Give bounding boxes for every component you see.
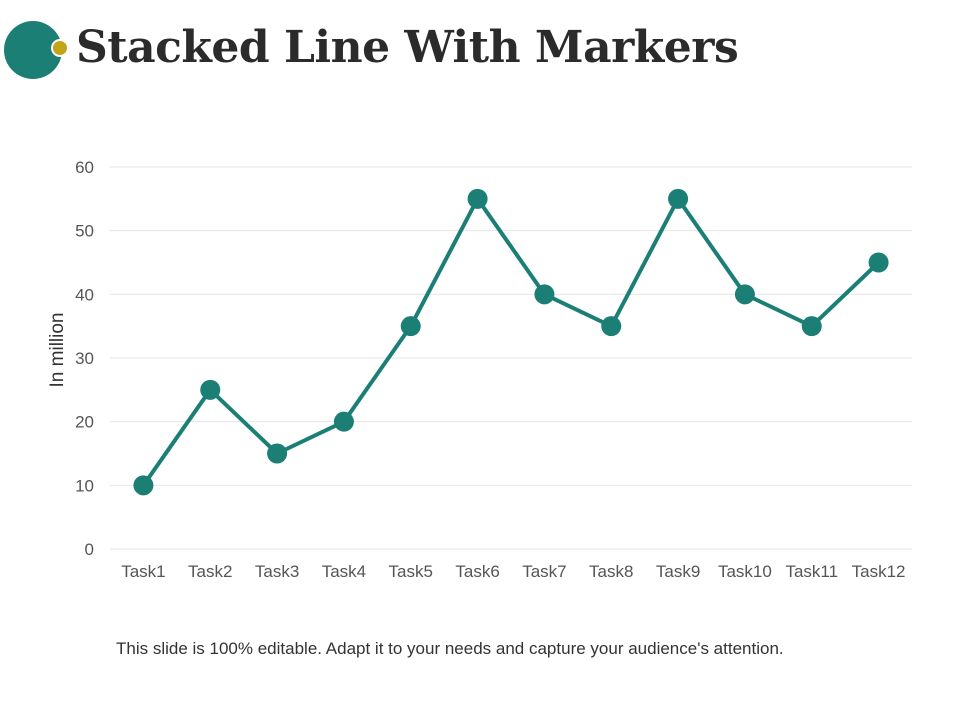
x-tick-label: Task9 [656,562,700,581]
chart-series [133,188,889,496]
x-axis-ticks: Task1 Task2 Task3 Task4 Task5 Task6 Task7 Task8… [121,562,905,581]
y-axis-ticks: 0 10 20 30 40 50 60 [75,158,94,559]
data-point-marker [467,188,488,209]
y-axis-label: In million [47,313,68,388]
series-line [141,196,880,487]
x-tick-label: Task6 [455,562,499,581]
x-tick-label: Task10 [718,562,772,581]
x-tick-label: Task7 [522,562,566,581]
x-tick-label: Task1 [121,562,165,581]
x-tick-label: Task11 [785,562,838,581]
data-point-marker [267,443,288,464]
slide-title: Stacked Line With Markers [76,22,739,73]
y-tick-label: 60 [75,158,94,177]
y-tick-label: 50 [75,222,94,241]
data-point-marker [200,379,221,400]
y-tick-label: 40 [75,285,94,304]
data-point-marker [400,316,421,337]
x-tick-label: Task2 [188,562,232,581]
y-tick-label: 20 [75,413,94,432]
logo-accent-dot-icon [51,39,69,57]
y-tick-label: 10 [75,476,94,495]
data-point-marker [668,188,689,209]
x-tick-label: Task4 [322,562,366,581]
y-tick-label: 30 [75,349,94,368]
slide-caption: This slide is 100% editable. Adapt it to… [116,639,784,658]
data-point-marker [801,316,822,337]
data-point-marker [868,252,889,273]
y-tick-label: 0 [85,540,94,559]
chart-gridlines [110,166,912,550]
x-tick-label: Task5 [389,562,433,581]
data-point-marker [734,284,755,305]
x-tick-label: Task12 [852,562,906,581]
data-point-marker [534,284,555,305]
data-point-marker [133,475,154,496]
data-point-marker [601,316,622,337]
x-tick-label: Task8 [589,562,633,581]
x-tick-label: Task3 [255,562,299,581]
data-point-marker [333,411,354,432]
